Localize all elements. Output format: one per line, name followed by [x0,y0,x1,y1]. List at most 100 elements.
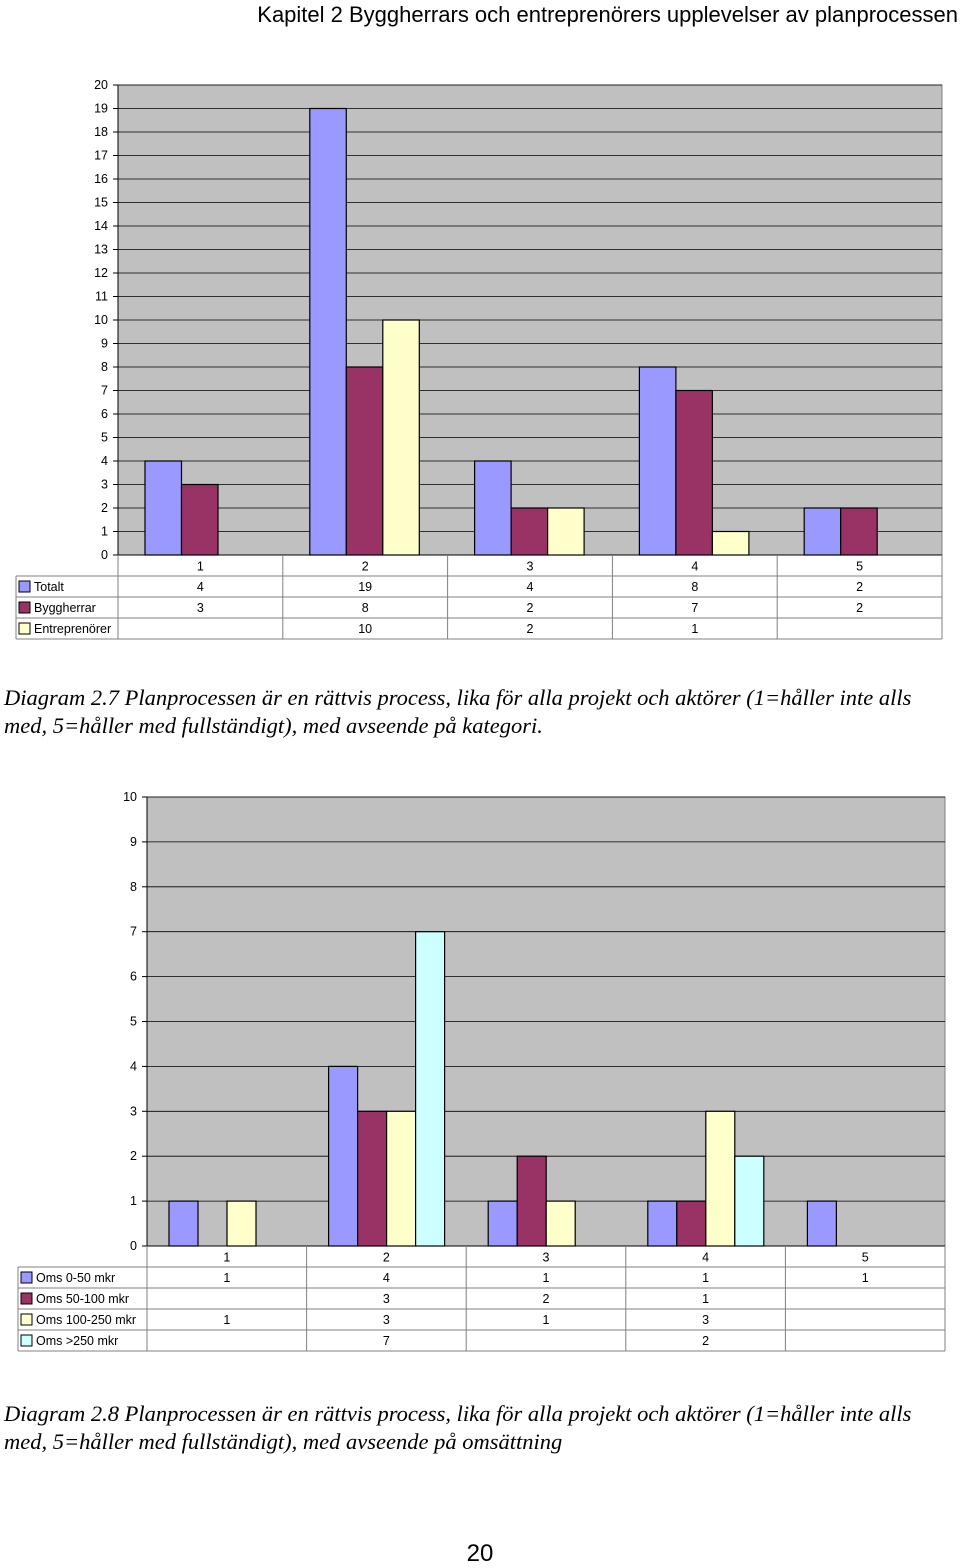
legend-label-totalt: Totalt [34,580,64,594]
data-label: 1 [543,1271,550,1285]
x-category-label: 1 [197,560,204,574]
legend-label-oms-50-100-mkr: Oms 50-100 mkr [36,1292,129,1306]
data-label: 1 [223,1313,230,1327]
x-category-label: 4 [691,560,698,574]
y-tick-label: 0 [130,1239,137,1253]
y-tick-label: 12 [94,266,108,280]
y-tick-label: 0 [101,548,108,562]
bar-oms-0-50-mkr-5 [806,1200,838,1247]
data-label: 1 [223,1271,230,1285]
data-label: 7 [383,1334,390,1348]
y-tick-label: 4 [101,454,108,468]
data-label: 2 [527,601,534,615]
bar-totalt-5 [803,507,842,556]
y-tick-label: 13 [94,243,108,257]
data-label: 1 [702,1292,709,1306]
y-tick-label: 20 [94,78,108,92]
page-header-title: Kapitel 2 Byggherrars och entreprenörers… [257,2,958,27]
y-tick-label: 17 [94,149,108,163]
bar-oms-100-250-mkr-1 [226,1200,257,1247]
y-tick-label: 1 [101,525,108,539]
y-tick-label: 7 [101,384,108,398]
y-tick-label: 1 [130,1194,137,1208]
legend-label-entrepren-rer: Entreprenörer [34,622,111,636]
y-tick-label: 3 [101,478,108,492]
y-tick-label: 5 [101,431,108,445]
bar-byggherrar-5 [840,507,878,556]
legend-swatch-byggherrar [18,601,31,614]
legend-swatch-oms-100-250-mkr [20,1313,33,1326]
chart-turnover: 0 1 2 3 4 5 6 7 8 9 10 1 2 3 4 5 Oms 0-50 mkr 1 4 1 1 1 Oms 50… [17,790,946,1352]
bar-oms-0-50-mkr-4 [647,1200,678,1247]
data-label: 4 [197,580,204,594]
bar-oms-0-50-mkr-1 [168,1200,199,1247]
y-tick-label: 3 [130,1104,137,1118]
bar-byggherrar-4 [675,389,714,556]
data-label: 10 [358,622,372,636]
data-label: 1 [702,1271,709,1285]
y-tick-label: 6 [130,970,137,984]
y-tick-label: 2 [101,501,108,515]
x-category-label: 2 [383,1251,390,1265]
bar-oms-100-250-mkr-2 [386,1110,417,1247]
x-category-label: 2 [362,560,369,574]
y-tick-label: 11 [95,290,108,304]
data-label: 3 [197,601,204,615]
x-category-label: 5 [862,1251,869,1265]
legend-label-oms-0-50-mkr: Oms 0-50 mkr [36,1271,115,1285]
y-tick-label: 18 [94,125,108,139]
bar-oms-50-100-mkr-2 [357,1110,388,1247]
legend-label-byggherrar: Byggherrar [34,601,96,615]
data-label: 4 [383,1271,390,1285]
data-label: 3 [702,1313,709,1327]
caption-diagram-2-8: Diagram 2.8 Planprocessen är en rättvis … [4,1401,912,1454]
data-label: 2 [543,1292,550,1306]
legend-swatch-entrepren-rer [18,622,31,635]
bar-oms-50-100-mkr-4 [676,1200,707,1247]
x-category-label: 3 [527,560,534,574]
data-label: 2 [702,1334,709,1348]
y-tick-label: 6 [101,407,108,421]
y-tick-label: 16 [94,172,108,186]
legend-swatch-totalt [18,580,31,593]
bar-totalt-3 [474,460,512,556]
y-tick-label: 5 [130,1015,137,1029]
y-tick-label: 8 [101,360,108,374]
y-tick-label: 15 [94,196,108,210]
bar-byggherrar-1 [180,483,219,556]
bar-oms-0-50-mkr-2 [328,1065,359,1247]
x-category-label: 3 [543,1251,550,1265]
data-label: 19 [358,580,372,594]
bar-entrepren-rer-2 [382,319,420,556]
bar-oms-50-100-mkr-3 [516,1155,547,1247]
data-label: 8 [362,601,369,615]
y-tick-label: 7 [130,925,137,939]
data-label: 1 [543,1313,550,1327]
data-label: 1 [691,622,698,636]
y-tick-label: 10 [94,313,108,327]
data-label: 4 [527,580,534,594]
y-tick-label: 19 [94,102,108,116]
bar-oms-100-250-mkr-4 [705,1110,736,1247]
y-tick-label: 2 [130,1149,137,1163]
y-tick-label: 14 [94,219,108,233]
x-category-label: 5 [856,560,863,574]
bar-entrepren-rer-3 [546,507,585,556]
legend-swatch-oms-50-100-mkr [20,1292,33,1305]
data-label: 7 [691,601,698,615]
y-tick-label: 9 [130,835,137,849]
legend-swatch-oms-0-50-mkr [20,1271,33,1284]
x-category-label: 1 [223,1251,230,1265]
bar-byggherrar-3 [510,507,549,556]
bar-byggherrar-2 [345,366,384,556]
bar-totalt-4 [638,366,677,556]
caption-diagram-2-7: Diagram 2.7 Planprocessen är en rättvis … [4,685,912,738]
bar-oms-100-250-mkr-3 [545,1200,576,1247]
y-tick-label: 10 [123,790,137,804]
data-label: 2 [527,622,534,636]
legend-swatch-oms-250-mkr [20,1334,33,1347]
bar-entrepren-rer-4 [711,530,750,556]
bar-totalt-1 [144,460,183,556]
y-tick-label: 9 [101,337,108,351]
